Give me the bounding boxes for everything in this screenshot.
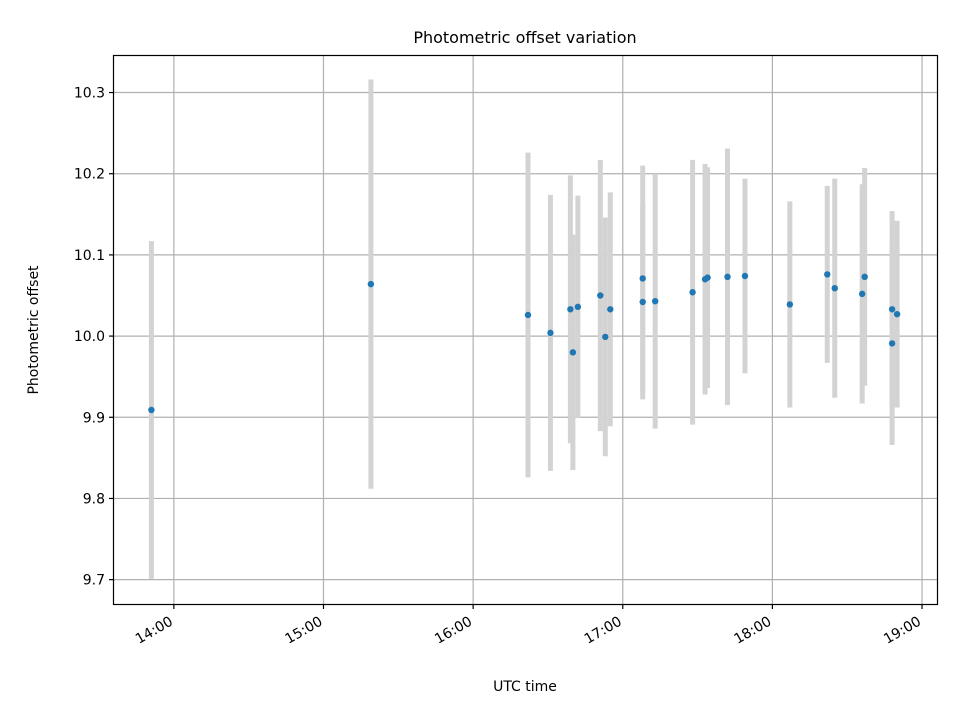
data-point — [639, 275, 646, 282]
data-point — [689, 289, 696, 296]
y-axis-label: Photometric offset — [26, 265, 42, 395]
chart-title: Photometric offset variation — [413, 28, 636, 47]
data-point — [824, 271, 831, 278]
data-point — [741, 272, 749, 280]
data-point — [597, 292, 604, 299]
data-point — [831, 284, 838, 292]
data-point — [639, 298, 646, 306]
data-point — [547, 329, 554, 337]
y-tick-label: 9.9 — [83, 410, 105, 426]
x-axis-label: UTC time — [493, 679, 557, 695]
data-point — [724, 273, 731, 281]
y-tick-label: 10.1 — [74, 248, 105, 264]
y-tick-label: 9.8 — [83, 491, 105, 507]
y-tick-label: 10.0 — [74, 329, 105, 345]
data-point — [888, 340, 896, 347]
data-point — [602, 333, 609, 341]
y-tick-label: 10.3 — [74, 86, 105, 102]
data-point — [567, 306, 574, 313]
data-point — [607, 306, 614, 313]
data-point — [704, 274, 711, 281]
data-point — [861, 273, 868, 281]
data-point — [148, 406, 155, 414]
plot-frame — [112, 54, 939, 606]
data-point — [888, 306, 896, 313]
data-point — [858, 290, 866, 298]
y-tick-label: 9.7 — [83, 573, 105, 589]
data-point — [786, 301, 794, 308]
data-point — [651, 297, 659, 305]
y-tick-label: 10.2 — [74, 167, 105, 183]
data-point — [367, 280, 375, 288]
data-point — [524, 311, 532, 319]
data-points — [148, 271, 901, 414]
data-point — [569, 349, 577, 356]
data-point — [574, 303, 582, 311]
data-point — [893, 310, 901, 318]
